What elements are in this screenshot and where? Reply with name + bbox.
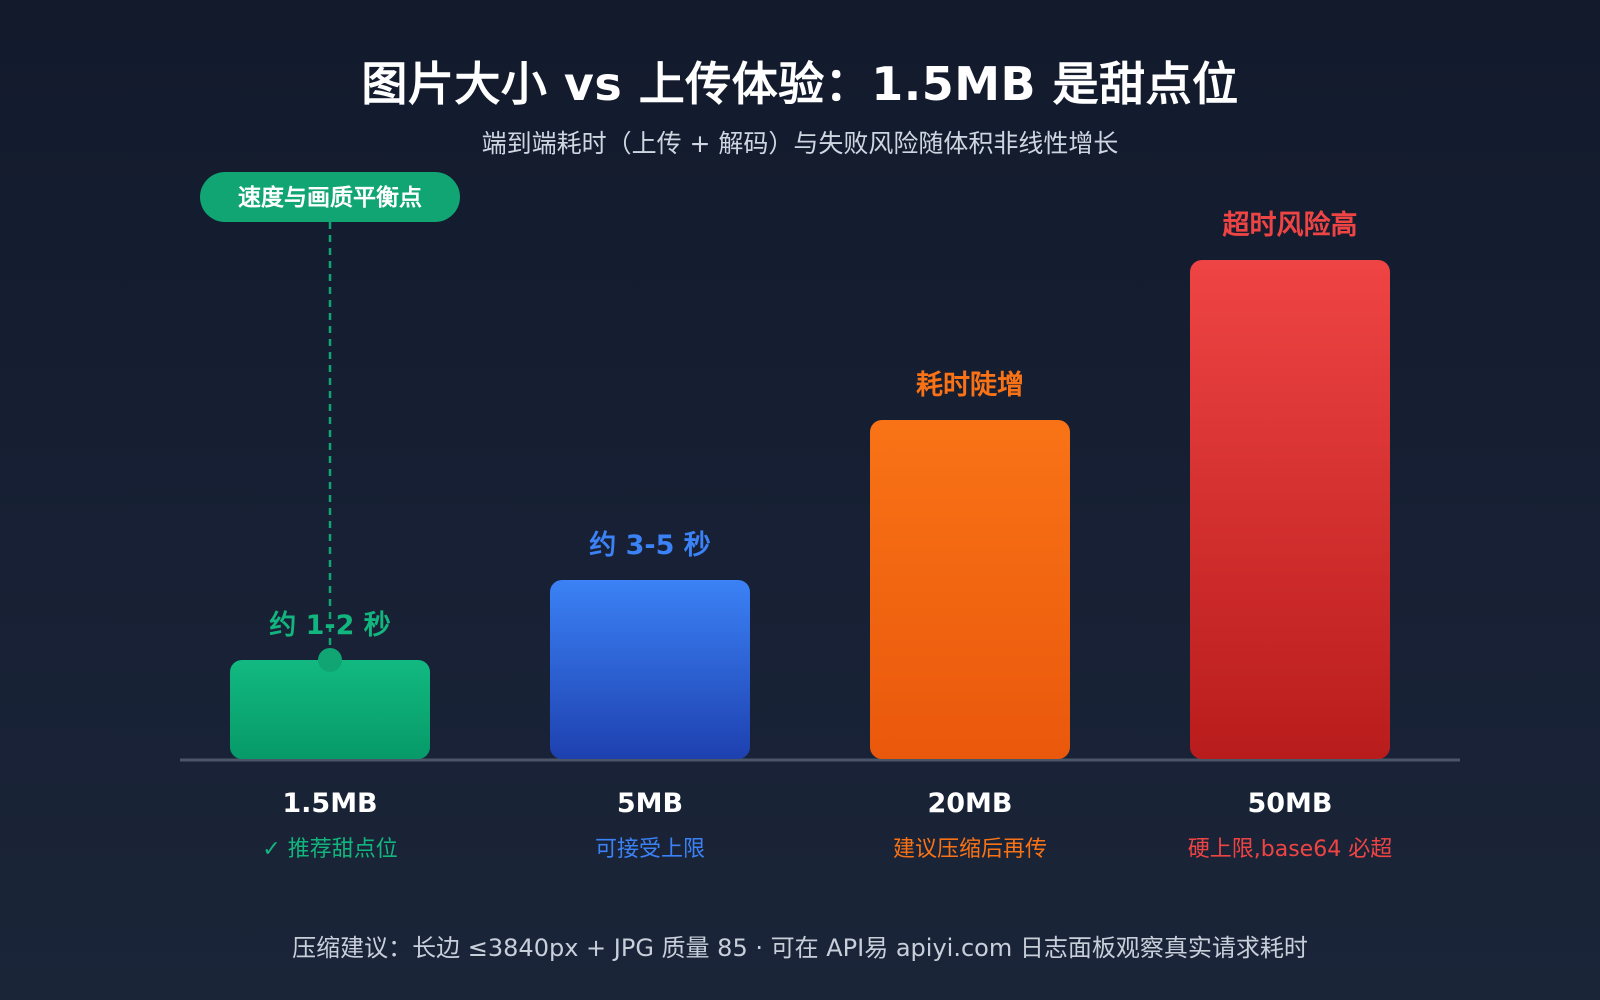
- bar-0: [230, 660, 430, 759]
- bar-3: [1190, 260, 1390, 759]
- labels-layer: 约 1-2 秒 1.5MB ✓ 推荐甜点位 约 3-5 秒 5MB 可接受上限 耗时陡增 20…: [262, 209, 1392, 862]
- sweet-spot-callout: 速度与画质平衡点: [200, 172, 460, 672]
- chart-title: 图片大小 vs 上传体验：1.5MB 是甜点位: [361, 57, 1239, 111]
- bars-layer: [230, 260, 1390, 759]
- category-label-0: 1.5MB: [282, 788, 377, 819]
- category-note-3: 硬上限,base64 必超: [1188, 837, 1392, 862]
- bar-1: [550, 580, 750, 759]
- callout-marker-dot: [318, 648, 342, 672]
- bar-label-2: 耗时陡增: [916, 369, 1024, 401]
- category-note-2: 建议压缩后再传: [893, 837, 1047, 862]
- footer-tip: 压缩建议：长边 ≤3840px + JPG 质量 85 · 可在 API易 ap…: [292, 934, 1308, 962]
- bar-label-3: 超时风险高: [1223, 209, 1358, 241]
- category-label-2: 20MB: [927, 788, 1012, 819]
- category-label-3: 50MB: [1247, 788, 1332, 819]
- bar-label-0: 约 1-2 秒: [269, 610, 391, 641]
- category-note-0: ✓ 推荐甜点位: [262, 837, 397, 862]
- category-note-1: 可接受上限: [595, 837, 705, 862]
- bar-2: [870, 420, 1070, 759]
- callout-pill: [200, 172, 460, 222]
- category-label-1: 5MB: [617, 788, 683, 819]
- chart-subtitle: 端到端耗时（上传 + 解码）与失败风险随体积非线性增长: [481, 129, 1119, 158]
- callout-label: 速度与画质平衡点: [238, 184, 422, 211]
- bar-label-1: 约 3-5 秒: [589, 530, 711, 561]
